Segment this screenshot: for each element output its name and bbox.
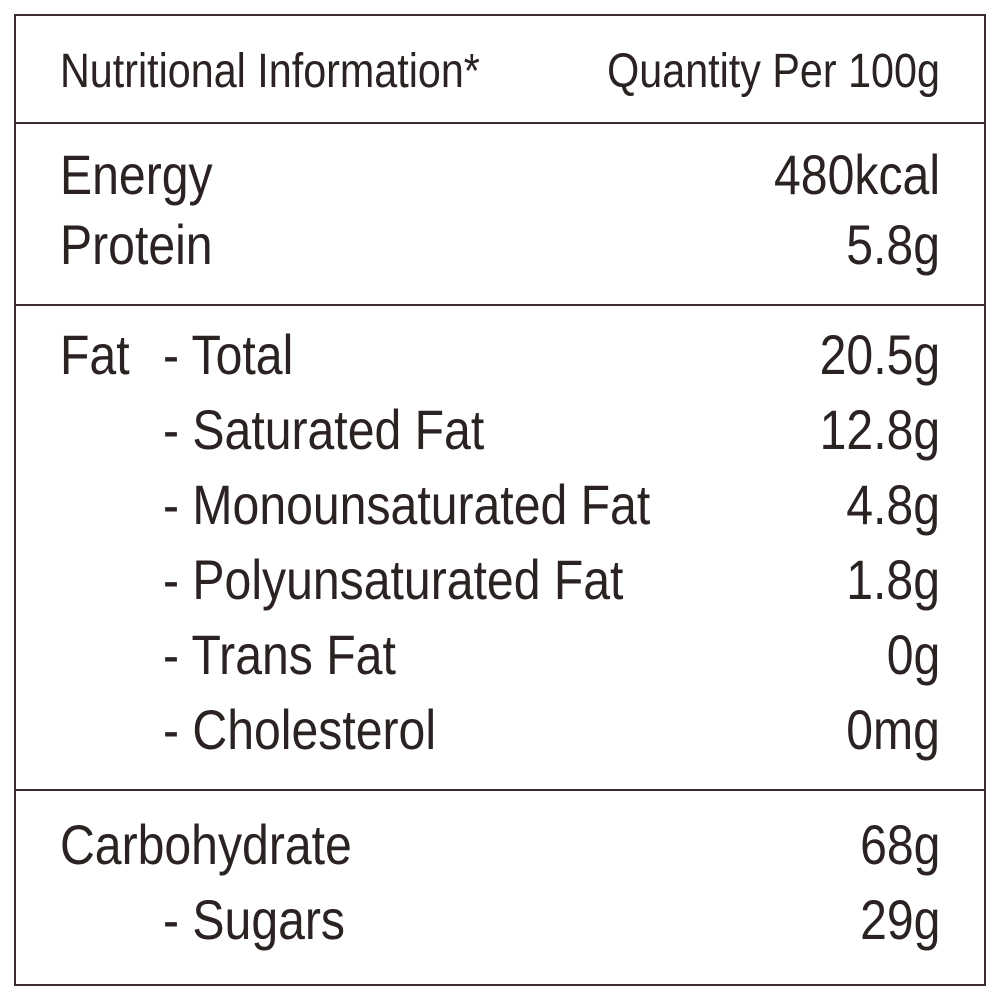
row-sublabel: - Saturated Fat	[163, 398, 485, 461]
header-quantity: Quantity Per 100g	[607, 45, 940, 98]
row-label: Protein	[60, 213, 213, 276]
header-label: Nutritional Information*	[60, 45, 480, 98]
row-sublabel: - Sugars	[163, 888, 346, 951]
row-label: Fat	[60, 323, 130, 386]
row-value: 480kcal	[773, 143, 940, 206]
divider	[14, 122, 986, 124]
row-value: 1.8g	[846, 548, 940, 611]
divider	[14, 304, 986, 306]
row-value: 5.8g	[846, 213, 940, 276]
row-sublabel: - Trans Fat	[163, 623, 396, 686]
row-value: 0g	[886, 623, 940, 686]
row-sublabel: - Polyunsaturated Fat	[163, 548, 624, 611]
row-value: 20.5g	[819, 323, 940, 386]
row-value: 0mg	[846, 698, 940, 761]
row-value: 4.8g	[846, 473, 940, 536]
divider	[14, 789, 986, 791]
row-sublabel: - Cholesterol	[163, 698, 437, 761]
row-value: 12.8g	[819, 398, 940, 461]
row-sublabel: - Total	[163, 323, 294, 386]
panel-border	[14, 14, 986, 986]
row-value: 29g	[859, 888, 940, 951]
row-label: Energy	[60, 143, 213, 206]
row-label: Carbohydrate	[60, 813, 352, 876]
row-value: 68g	[859, 813, 940, 876]
row-sublabel: - Monounsaturated Fat	[163, 473, 651, 536]
